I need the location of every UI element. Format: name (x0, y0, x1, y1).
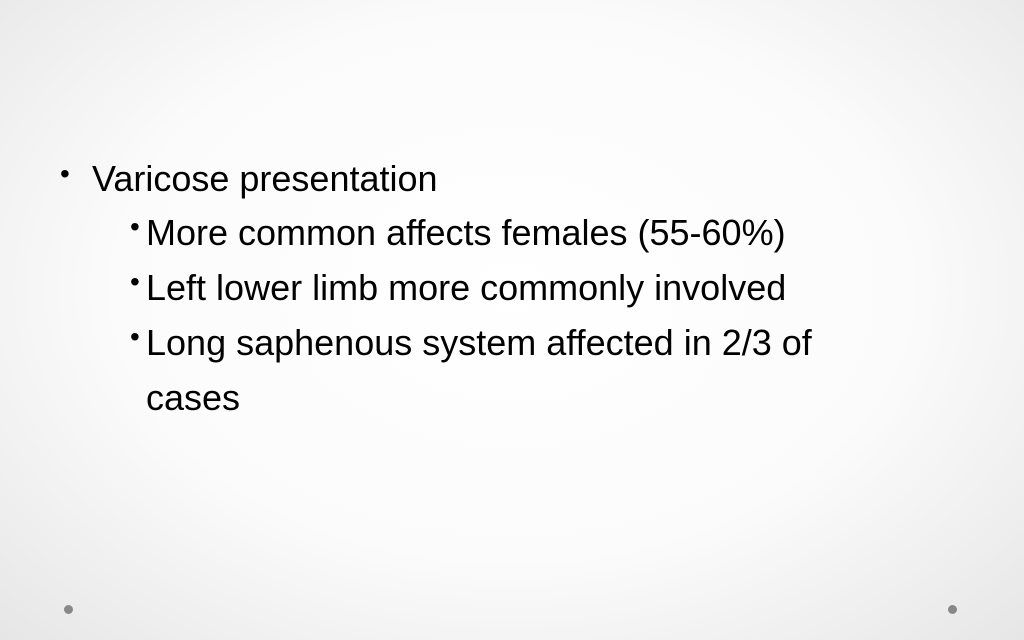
sub-bullet-text: Left lower limb more commonly involved (146, 267, 787, 308)
sub-bullet-text: Long saphenous system affected in 2/3 of… (146, 322, 812, 418)
bullet-dot: • (130, 211, 140, 242)
corner-dot (64, 605, 73, 614)
bullet-dot: • (60, 158, 70, 189)
corner-dot (948, 605, 957, 614)
sub-bullet: • Long saphenous system affected in 2/3 … (130, 315, 850, 425)
sub-bullet: • Left lower limb more commonly involved (130, 260, 850, 315)
sub-bullet-text: More common affects females (55-60%) (146, 212, 786, 253)
sub-bullet: • More common affects females (55-60%) (130, 205, 850, 260)
bullet-dot: • (130, 266, 140, 297)
bullet-dot: • (130, 321, 140, 352)
bullet-text: Varicose presentation (92, 158, 438, 199)
